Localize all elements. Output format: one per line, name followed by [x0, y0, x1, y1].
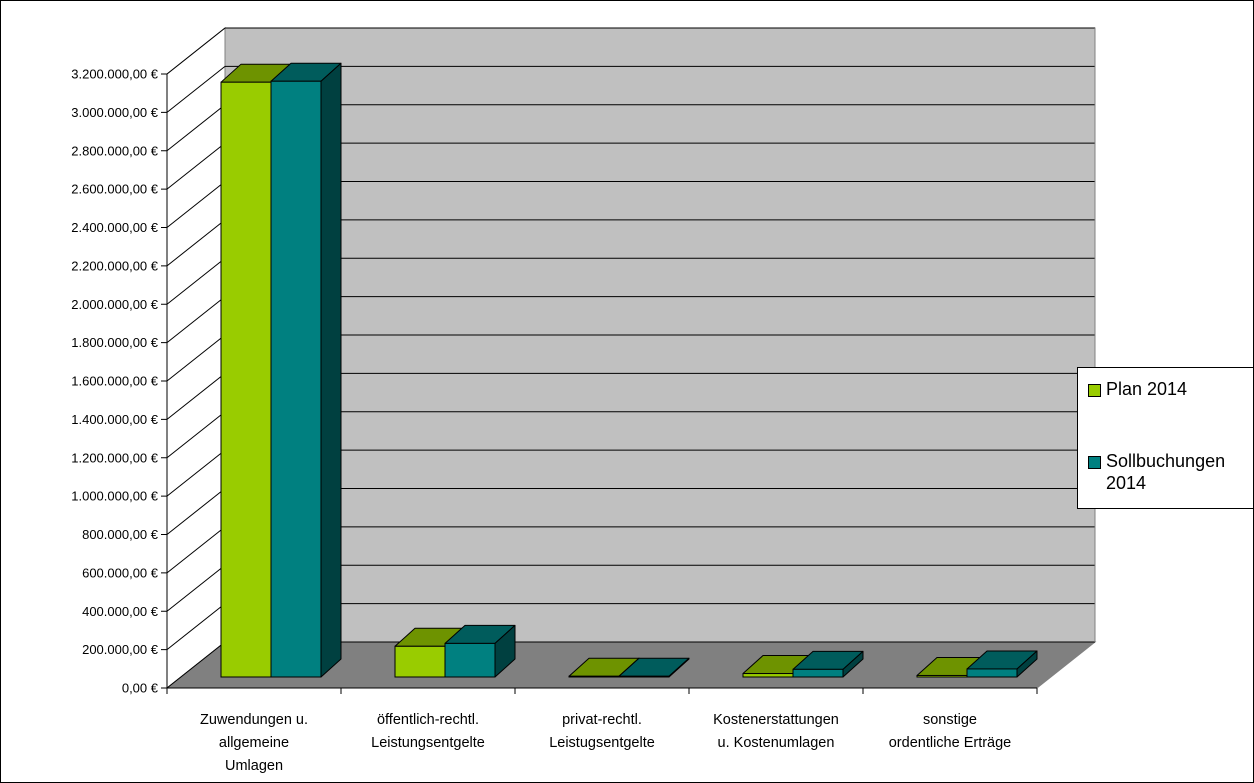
y-tick-label: 1.600.000,00 € — [71, 374, 159, 389]
y-tick-label: 400.000,00 € — [82, 604, 159, 619]
y-tick-label: 0,00 € — [122, 681, 159, 696]
gridline-side — [166, 296, 226, 344]
gridline-side — [166, 564, 226, 612]
y-tick-label: 1.000.000,00 € — [71, 489, 159, 504]
y-tick-label: 1.400.000,00 € — [71, 412, 159, 427]
gridline-side — [166, 411, 226, 459]
y-tick-label: 2.800.000,00 € — [71, 143, 159, 158]
y-tick-label: 1.200.000,00 € — [71, 450, 159, 465]
bar-plan-2014-2 — [394, 645, 446, 678]
gridline-side — [166, 65, 226, 113]
category-label: öffentlich-rechtl. — [377, 712, 479, 728]
gridline-side — [166, 488, 226, 535]
gridline-side — [166, 334, 226, 382]
bar-sollbuchungen-2014-5 — [966, 668, 1018, 678]
legend-swatch-sollbuchungen-2014 — [1088, 456, 1101, 469]
bar-plan-2014-4 — [742, 673, 794, 678]
gridline-side — [166, 603, 226, 651]
y-tick-label: 2.200.000,00 € — [71, 258, 159, 273]
y-tick-label: 2.400.000,00 € — [71, 220, 159, 235]
y-tick-label: 2.600.000,00 € — [71, 182, 159, 197]
gridline-side — [166, 372, 226, 420]
gridline-side — [166, 104, 226, 152]
category-label: Umlagen — [225, 758, 283, 774]
legend-item-sollbuchungen-2014: Sollbuchungen 2014 — [1088, 450, 1225, 494]
y-tick-label: 600.000,00 € — [82, 565, 159, 580]
gridline-side — [166, 142, 226, 190]
category-label: sonstige — [923, 712, 977, 728]
y-tick-label: 1.800.000,00 € — [71, 335, 159, 350]
y-tick-label: 2.000.000,00 € — [71, 297, 159, 312]
legend: Plan 2014 Sollbuchungen 2014 — [1077, 367, 1254, 509]
y-tick-label: 200.000,00 € — [82, 642, 159, 657]
bar-plan-2014-1 — [220, 81, 272, 678]
bar-sollbuchungen-2014-1 — [270, 80, 322, 678]
gridline-side — [166, 27, 226, 75]
category-label: allgemeine — [219, 735, 289, 751]
gridline-side — [166, 449, 226, 497]
gridline-side — [166, 181, 226, 228]
category-label: Leistungsentgelte — [371, 735, 485, 751]
y-tick-label: 800.000,00 € — [82, 527, 159, 542]
category-label: Kostenerstattungen — [713, 712, 839, 728]
legend-swatch-plan-2014 — [1088, 384, 1101, 397]
bar-plan-2014-5 — [916, 674, 968, 678]
bar-sollbuchungen-2014-2 — [444, 642, 496, 678]
bar-sollbuchungen-2014-1-side — [320, 62, 342, 678]
bar-plan-2014-3 — [568, 675, 620, 678]
legend-item-plan-2014: Plan 2014 — [1088, 378, 1187, 400]
gridline-side — [166, 526, 226, 574]
category-label: u. Kostenumlagen — [718, 735, 835, 751]
y-tick-label: 3.200.000,00 € — [71, 67, 159, 82]
y-tick-label: 3.000.000,00 € — [71, 105, 159, 120]
bar-sollbuchungen-2014-3 — [618, 675, 670, 678]
gridline-side — [166, 257, 226, 305]
category-label: Leistugsentgelte — [549, 735, 655, 751]
gridline-side — [166, 641, 226, 689]
legend-label-sollbuchungen-2014: Sollbuchungen 2014 — [1106, 451, 1226, 493]
legend-label-plan-2014: Plan 2014 — [1106, 379, 1188, 399]
gridline-side — [166, 219, 226, 267]
category-label: privat-rechtl. — [562, 712, 642, 728]
bar-sollbuchungen-2014-4 — [792, 668, 844, 678]
category-label: ordentliche Erträge — [889, 735, 1012, 751]
category-label: Zuwendungen u. — [200, 712, 308, 728]
